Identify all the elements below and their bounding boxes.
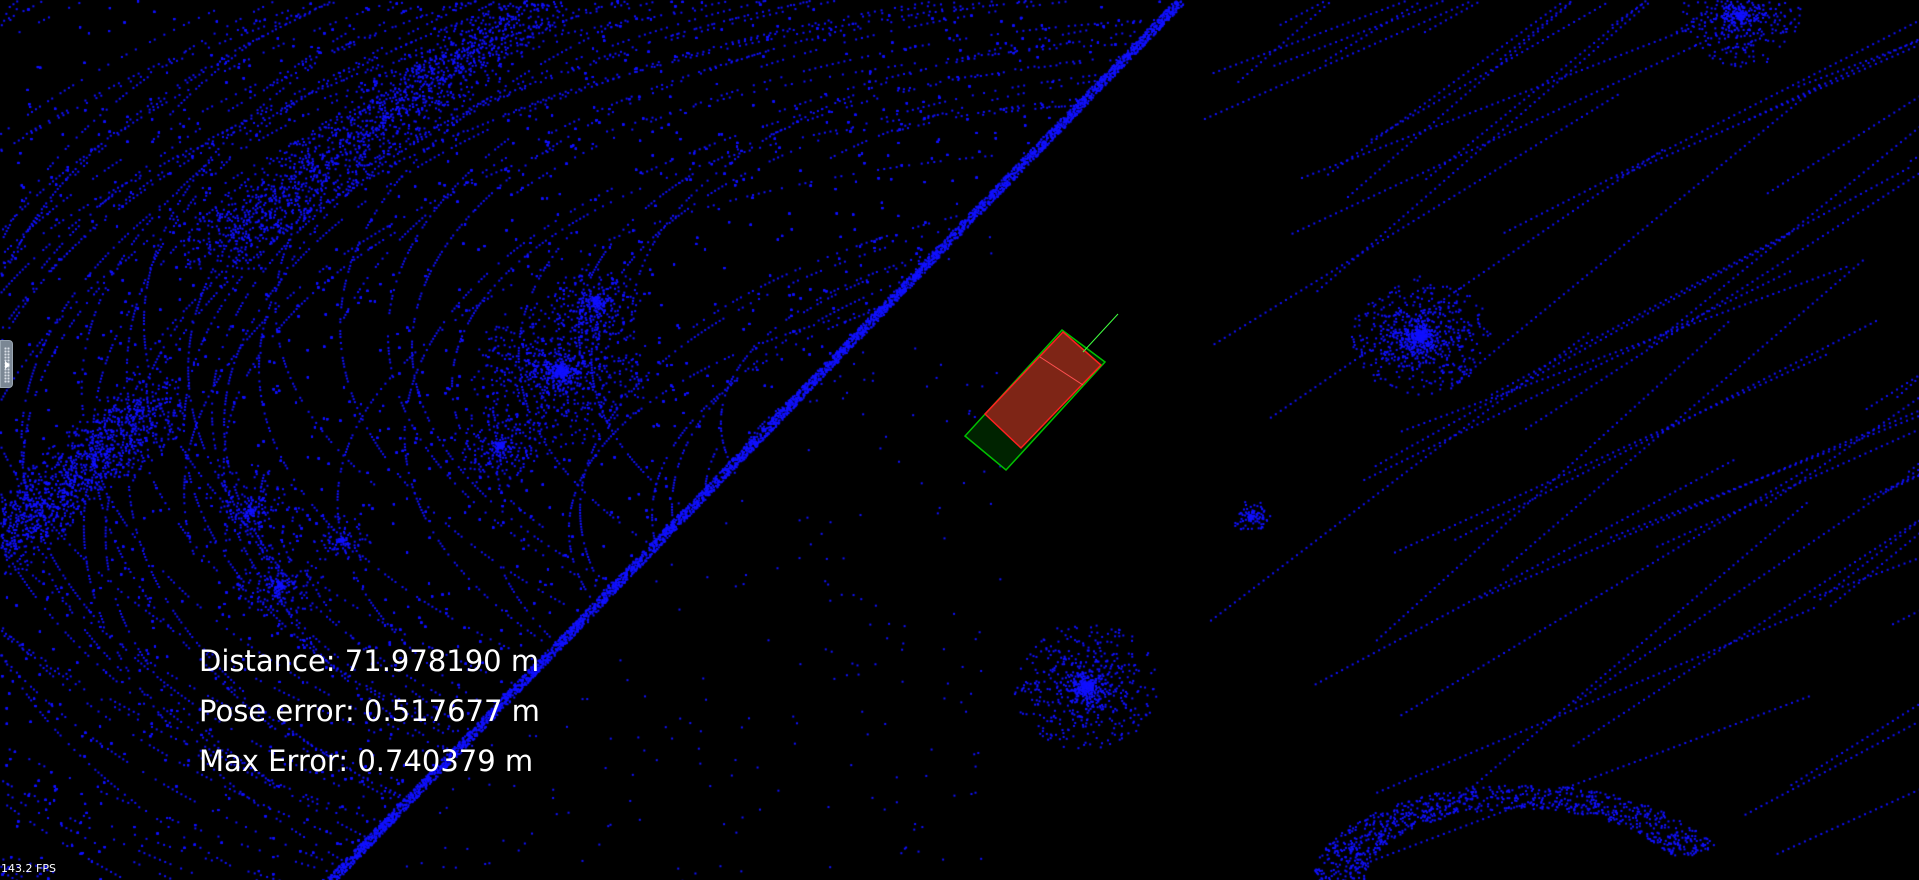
max-error-readout: Max Error: 0.740379 m — [199, 744, 534, 778]
chevron-right-icon — [5, 361, 10, 369]
distance-readout: Distance: 71.978190 m — [199, 644, 540, 678]
error-stats-panel: Distance: 71.978190 m Pose error: 0.5176… — [199, 636, 540, 786]
fps-counter: 143.2 FPS — [1, 862, 56, 875]
side-panel-toggle[interactable] — [0, 340, 13, 388]
pose-error-readout: Pose error: 0.517677 m — [199, 694, 540, 728]
